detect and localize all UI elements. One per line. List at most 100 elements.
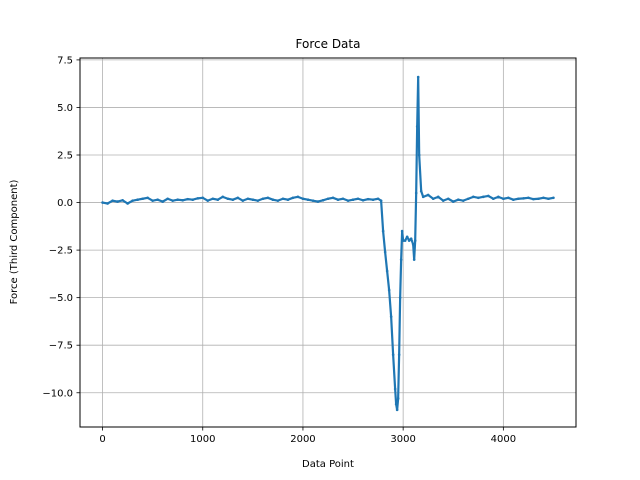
y-tick-label: −2.5 — [49, 246, 73, 257]
data-point — [261, 197, 265, 201]
data-point — [414, 191, 418, 195]
data-point — [385, 269, 389, 273]
data-point — [166, 197, 169, 201]
plot-area — [79, 57, 577, 428]
x-tick-label: 3000 — [390, 434, 415, 445]
data-point — [361, 198, 365, 202]
data-point — [341, 197, 345, 201]
data-point — [471, 195, 475, 199]
data-point — [403, 239, 407, 242]
data-point — [400, 229, 404, 233]
data-point — [326, 197, 330, 201]
data-point — [381, 229, 385, 233]
data-point — [271, 198, 275, 202]
data-point — [161, 200, 164, 203]
data-point — [387, 288, 391, 292]
data-point — [336, 198, 340, 202]
data-point — [371, 198, 375, 202]
x-axis: 0 1000 2000 3000 4000 — [99, 427, 516, 445]
data-point — [426, 193, 430, 197]
data-point — [396, 397, 400, 400]
data-point — [196, 197, 200, 200]
data-point — [547, 197, 550, 201]
data-point — [527, 196, 530, 200]
data-point — [111, 199, 114, 202]
data-point — [231, 198, 235, 202]
data-point — [415, 125, 419, 128]
data-point — [397, 353, 401, 357]
data-point — [446, 197, 450, 201]
data-point — [411, 243, 415, 246]
data-point — [389, 315, 393, 318]
data-point — [296, 195, 300, 199]
data-point — [507, 196, 510, 200]
data-point — [552, 196, 555, 200]
data-point — [226, 197, 230, 201]
data-point — [171, 199, 174, 202]
data-point — [246, 197, 250, 201]
y-tick-label: −10.0 — [42, 388, 73, 399]
data-point — [291, 196, 295, 200]
x-tick-label: 1000 — [190, 434, 215, 445]
data-point — [191, 198, 195, 202]
data-point — [522, 197, 525, 200]
data-point — [517, 197, 520, 201]
gridlines — [80, 58, 576, 427]
data-point — [281, 197, 285, 201]
y-tick-label: −7.5 — [49, 341, 73, 352]
data-point — [186, 197, 190, 201]
data-point — [126, 202, 129, 205]
data-point — [146, 196, 149, 200]
data-point — [131, 199, 134, 202]
data-point — [492, 197, 495, 201]
chart-title: Force Data — [296, 37, 361, 51]
data-point — [532, 197, 535, 201]
data-point — [395, 408, 399, 412]
series-layer — [101, 75, 555, 412]
data-point — [537, 197, 540, 201]
data-point — [441, 199, 445, 202]
data-point — [101, 201, 104, 204]
data-point — [211, 197, 215, 201]
data-point — [512, 198, 515, 202]
data-point — [416, 75, 420, 79]
y-tick-label: 0.0 — [57, 198, 73, 209]
x-tick-label: 4000 — [491, 434, 516, 445]
data-point — [477, 196, 480, 200]
data-point — [391, 353, 395, 357]
data-point — [216, 198, 220, 202]
data-point — [136, 198, 139, 202]
y-tick-label: 7.5 — [57, 55, 73, 66]
data-point — [141, 197, 144, 201]
data-point — [301, 197, 305, 201]
data-point — [421, 195, 425, 199]
data-point — [466, 197, 470, 201]
data-point — [461, 199, 465, 202]
data-point — [482, 195, 485, 199]
data-point — [409, 237, 413, 240]
data-point — [106, 202, 109, 205]
data-point — [276, 199, 280, 202]
data-point — [497, 195, 500, 199]
x-tick-label: 0 — [99, 434, 105, 445]
data-point — [376, 197, 380, 201]
data-point — [321, 198, 325, 202]
data-point — [251, 198, 255, 202]
data-point — [116, 200, 119, 203]
data-point — [419, 189, 423, 193]
data-point — [413, 239, 417, 242]
data-point — [451, 200, 455, 203]
data-point — [176, 198, 179, 202]
data-point — [405, 235, 409, 239]
data-point — [156, 198, 159, 202]
data-point — [316, 200, 320, 203]
data-point — [431, 197, 435, 201]
data-point — [206, 199, 210, 202]
data-point — [221, 195, 225, 199]
data-point — [331, 196, 335, 200]
data-point — [356, 197, 360, 201]
y-axis-label: Force (Third Component) — [9, 180, 20, 305]
data-point — [121, 198, 124, 202]
